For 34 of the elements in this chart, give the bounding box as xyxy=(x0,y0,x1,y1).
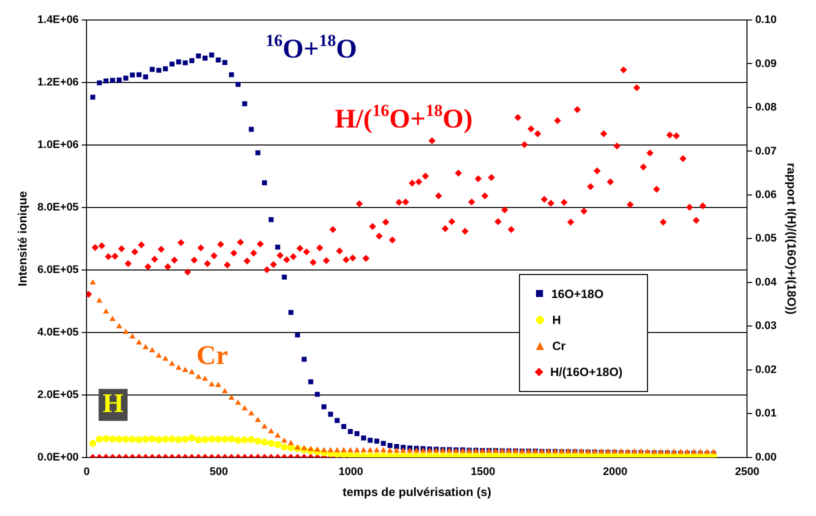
y2-tick-label: 0.00 xyxy=(755,451,777,464)
x-tick-label: 0 xyxy=(84,466,90,478)
y-tick-label: 1.4E+06 xyxy=(37,14,79,26)
y2-tick-label: 0.06 xyxy=(755,188,777,201)
legend-label: H xyxy=(552,312,561,327)
y-tick-label: 2.0E+05 xyxy=(37,388,79,401)
y2-tick-label: 0.10 xyxy=(755,14,777,26)
y2-tick-label: 0.01 xyxy=(755,408,777,420)
y-tick-label: 0.0E+00 xyxy=(37,451,79,464)
y-tick-label: 1.0E+06 xyxy=(37,139,79,152)
x-axis-title: temps de pulvérisation (s) xyxy=(342,485,492,500)
legend-label: H/(16O+18O) xyxy=(550,364,623,379)
annotation: Cr xyxy=(196,340,228,370)
legend-label: 16O+18O xyxy=(551,286,604,301)
x-tick-label: 2000 xyxy=(602,466,628,478)
y-tick-label: 4.0E+05 xyxy=(37,326,79,338)
y2-tick-label: 0.09 xyxy=(755,58,777,70)
y2-tick-label: 0.08 xyxy=(755,102,777,114)
x-tick-label: 2500 xyxy=(734,466,760,478)
x-tick-label: 1000 xyxy=(338,466,364,478)
legend-label: Cr xyxy=(552,338,566,353)
y-tick-label: 6.0E+05 xyxy=(37,264,79,276)
y-tick-label: 1.2E+06 xyxy=(37,76,79,89)
y2-tick-label: 0.04 xyxy=(755,276,778,288)
x-tick-label: 500 xyxy=(210,466,228,478)
y2-tick-label: 0.05 xyxy=(755,232,777,245)
y2-tick-label: 0.07 xyxy=(755,145,777,158)
x-tick-label: 1500 xyxy=(470,466,496,478)
y2-tick-label: 0.02 xyxy=(755,364,777,376)
y2-axis-title: rapport I(H)/(I(16O)+I(18O)) xyxy=(784,162,798,315)
y2-tick-label: 0.03 xyxy=(755,320,777,332)
y-axis-title: Intensité ionique xyxy=(16,190,30,286)
annotation: H xyxy=(102,388,124,418)
y-tick-label: 8.0E+05 xyxy=(37,201,79,214)
